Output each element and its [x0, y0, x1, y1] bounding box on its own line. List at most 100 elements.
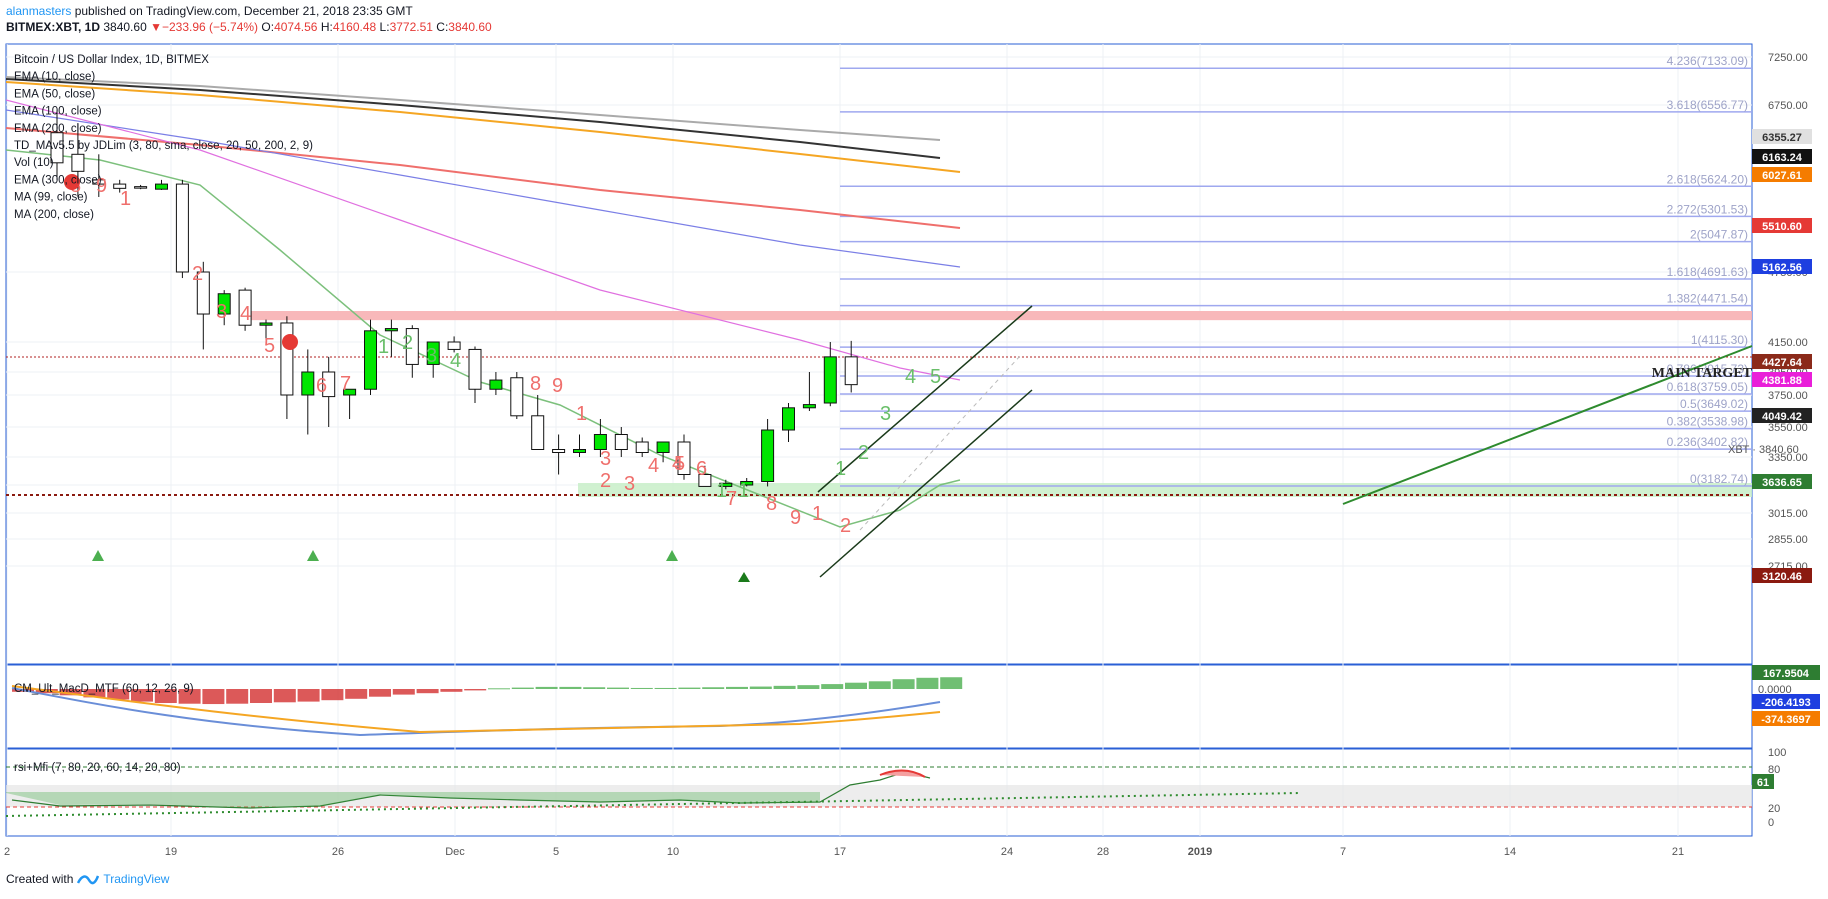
buy-arrow-icon: [307, 550, 319, 561]
time-tick-label: 7: [1340, 846, 1346, 858]
price-tag-label: 4427.64: [1762, 357, 1803, 369]
candle-up: [782, 407, 795, 431]
price-tag-label: 3120.46: [1762, 571, 1802, 583]
rsi-line: [11, 771, 931, 809]
macd-histogram-bar: [464, 689, 487, 691]
candle-down: [510, 377, 524, 417]
macd-histogram-bar: [868, 681, 891, 689]
price-tick-label: 2855.00: [1768, 534, 1808, 546]
macd-value-label: -206.4193: [1761, 697, 1811, 709]
fib-label: 0(3182.74): [1690, 472, 1748, 486]
low-value: 3772.51: [389, 20, 433, 34]
author-link[interactable]: alanmasters: [6, 4, 72, 18]
candle-down: [175, 183, 189, 273]
fib-levels: 4.236(7133.09) 3.618(6556.77) 2.618(5624.2…: [840, 54, 1752, 487]
candle-down: [113, 183, 127, 189]
macd-histogram-bar: [131, 689, 153, 702]
candle-down: [552, 449, 566, 453]
candle-down: [196, 271, 210, 315]
price-tag: 6163.24: [1752, 149, 1812, 164]
price-tick-label: 4150.00: [1768, 337, 1808, 349]
candle-up: [364, 330, 377, 390]
price-tick-label: 7250.00: [1768, 52, 1808, 64]
ema-100-line: [6, 81, 961, 173]
price-tag-bg: [1752, 167, 1812, 182]
price-tag-label: 3636.65: [1762, 477, 1802, 489]
time-tick-label: 5: [553, 846, 559, 858]
macd-histogram-bar: [416, 689, 439, 694]
fib-label: 1(4115.30): [1691, 333, 1748, 347]
fib-label: 0.382(3538.98): [1667, 415, 1748, 429]
close-value: 3840.60: [448, 20, 492, 34]
time-tick-label: 28: [1097, 846, 1109, 858]
publish-line: alanmasters published on TradingView.com…: [6, 3, 492, 19]
candle-down: [677, 441, 691, 475]
candle-up: [301, 371, 315, 396]
rsi-fill: [6, 792, 820, 808]
td-count-red: 9: [96, 175, 107, 197]
macd-histogram-bar: [250, 689, 272, 703]
rsi-value-label: 61: [1757, 777, 1769, 789]
price-tag-label: 4049.42: [1762, 411, 1802, 423]
legend-item: EMA (300, close): [14, 174, 102, 186]
legend-item: MA (99, close): [14, 192, 88, 204]
macd-histogram-bar: [773, 685, 796, 689]
macd-histogram-bar: [392, 689, 415, 695]
rsi-axis-label: 0: [1768, 817, 1774, 829]
td-count-red: 7: [726, 488, 737, 510]
legend-item: EMA (100, close): [14, 106, 102, 118]
time-tick-label: 24: [1001, 846, 1013, 858]
candle-up: [573, 449, 586, 453]
fib-label: 2(5047.87): [1690, 228, 1748, 242]
ema-300-line: [6, 76, 941, 141]
td-count-green: 3: [426, 345, 437, 367]
high-label: H:: [320, 20, 333, 34]
candle-up: [155, 183, 168, 190]
candle-down: [468, 348, 482, 390]
rsi-band: [6, 785, 1752, 807]
td-count-red: 5: [264, 335, 275, 357]
macd-axis-label: 0.0000: [1758, 684, 1792, 696]
macd-histogram-bar: [273, 689, 296, 703]
candle-down: [238, 289, 252, 326]
price-tag: 5510.60: [1752, 218, 1812, 233]
time-tick-label: 14: [1504, 846, 1516, 858]
price-tag-bg: [1752, 129, 1812, 144]
candle-up: [740, 481, 754, 486]
td-count-green: 3: [880, 403, 891, 425]
price-tag-bg: [1752, 149, 1812, 164]
candle-down: [322, 371, 336, 398]
symbol-label: BITMEX:XBT, 1D: [6, 20, 101, 34]
macd-histogram-bar: [702, 687, 725, 689]
price-tag: 4049.42: [1752, 408, 1812, 423]
macd-histogram-bar: [654, 687, 677, 689]
candle-up: [719, 482, 733, 487]
indicator-legend: Bitcoin / US Dollar Index, 1D, BITMEX EMA…: [14, 54, 313, 221]
ohlc-line: BITMEX:XBT, 1D 3840.60 ▼−233.96 (−5.74%)…: [6, 19, 492, 35]
buy-arrow-icon: [666, 550, 678, 561]
price-tick-label: 3750.00: [1768, 390, 1808, 402]
td-count-red: 6: [316, 375, 327, 397]
price-tick-label: 3350.00: [1768, 452, 1808, 464]
time-tick-label: 2019: [1188, 846, 1212, 858]
price-tick-label: 6750.00: [1768, 100, 1808, 112]
candle-up: [802, 404, 816, 409]
ma-200-line: [6, 99, 961, 381]
tradingview-brand[interactable]: TradingView: [103, 872, 170, 886]
td-count-red: 2: [192, 263, 203, 285]
fib-label: 1.618(4691.63): [1667, 265, 1748, 279]
ema-200-line: [6, 78, 941, 159]
mfi-hump: [879, 769, 926, 778]
fib-label: 2.618(5624.20): [1667, 172, 1748, 186]
candle-up: [259, 322, 273, 326]
time-axis: 2 19 26 Dec 5 10 17 24 28 2019 7 14 21: [4, 846, 1684, 858]
time-tick-label: 17: [834, 846, 846, 858]
td-count-red: 4: [648, 455, 659, 477]
td-count-red: 2: [840, 515, 851, 537]
price-tag: 4381.88: [1752, 372, 1812, 387]
td-count-green: 4: [450, 350, 461, 372]
macd-histogram-bar: [440, 689, 463, 692]
macd-indicator: 167.9504 0.0000-206.4193 -374.3697: [11, 665, 1820, 737]
open-value: 4074.56: [274, 20, 318, 34]
